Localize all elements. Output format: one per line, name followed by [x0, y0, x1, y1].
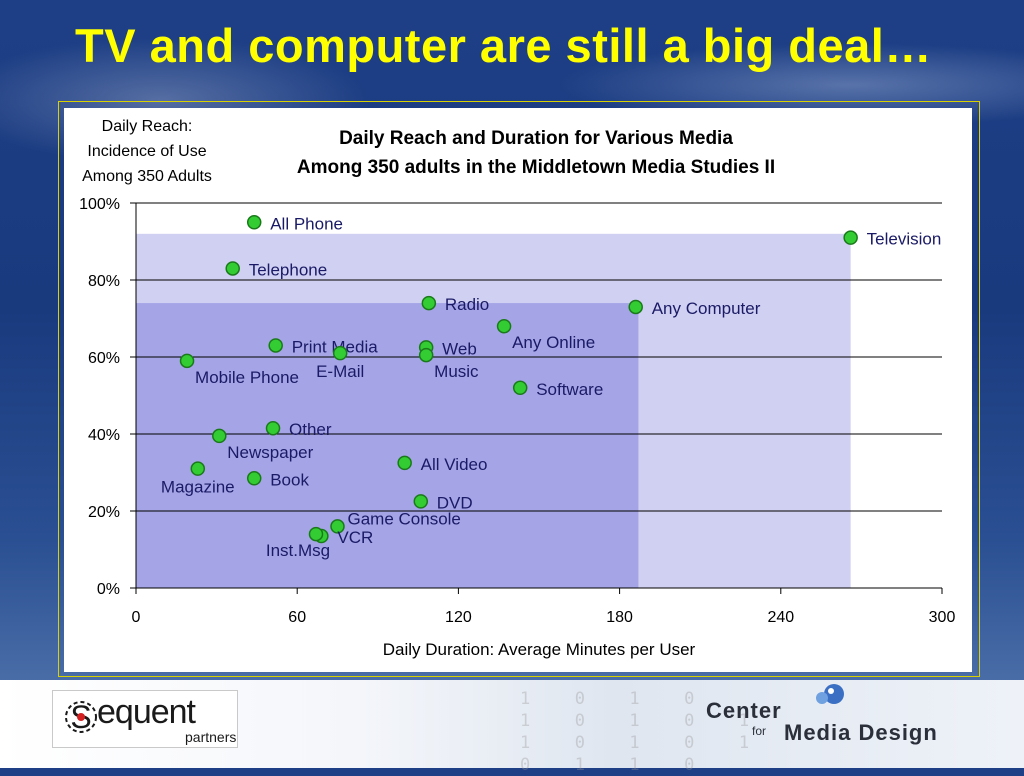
sequent-s-logo-icon: S: [65, 699, 97, 735]
point-label-music: Music: [434, 362, 479, 381]
x-tick-label: 0: [132, 609, 141, 626]
point-all-phone: [246, 215, 262, 230]
y-axis-label-line-3: Among 350 Adults: [82, 168, 212, 185]
y-tick-label: 20%: [88, 504, 120, 521]
x-axis-label: Daily Duration: Average Minutes per User: [383, 640, 696, 659]
point-label-telephone: Telephone: [249, 260, 327, 279]
center-for-media-design-logo: Center for Media Design: [700, 680, 1000, 760]
chart-frame: [58, 101, 980, 677]
point-label-all-video: All Video: [421, 455, 488, 474]
point-label-print-media: Print Media: [292, 337, 379, 356]
grid-lines: [136, 202, 942, 512]
point-book: [246, 471, 262, 486]
x-tick-label: 240: [767, 609, 794, 626]
data-points: All Phone Television Telephone Radio Any Com…: [161, 214, 941, 560]
logo-word: equent: [97, 693, 196, 731]
point-other: [265, 420, 281, 436]
y-tick-label: 40%: [88, 427, 120, 444]
point-label-mobile-phone: Mobile Phone: [195, 368, 299, 387]
point-print-media: [268, 338, 283, 353]
point-magazine: [190, 461, 206, 476]
point-any-computer: [628, 299, 643, 315]
logo-media-design-text: Media Design: [784, 720, 938, 745]
chart-titles: Daily Reach and Duration for Various Med…: [82, 118, 775, 659]
background-regions: [136, 233, 851, 589]
point-label-any-computer: Any Computer: [652, 299, 761, 318]
logo-subword: partners: [185, 729, 237, 745]
chart-title-line-2: Among 350 adults in the Middletown Media…: [297, 157, 775, 178]
shaded-region-2: [136, 303, 639, 588]
point-label-web: Web: [442, 339, 477, 358]
binary-watermark: 1 0 1 0 1 0 1 0 1 1 0 1 0 1 0 1 1 0: [520, 689, 758, 775]
point-label-book: Book: [270, 470, 309, 489]
chart-panel: 0% 20% 40% 60% 80% 100% 0 60 120 180 240 300 All Ph…: [64, 108, 972, 672]
point-radio: [421, 295, 437, 311]
point-label-magazine: Magazine: [161, 478, 235, 497]
y-tick-label: 60%: [88, 350, 120, 367]
point-any-online: [496, 318, 512, 334]
point-label-inst-msg: Inst.Msg: [266, 541, 330, 560]
point-label-any-online: Any Online: [512, 333, 595, 352]
point-label-all-phone: All Phone: [270, 214, 343, 233]
point-label-e-mail: E-Mail: [316, 362, 364, 381]
y-tick-label: 0%: [97, 581, 120, 598]
point-label-software: Software: [536, 380, 603, 399]
point-mobile-phone: [179, 353, 195, 369]
y-axis-label-line-1: Daily Reach:: [102, 118, 193, 135]
x-tick-label: 60: [288, 609, 306, 626]
axes: [135, 203, 942, 589]
tick-labels: 0% 20% 40% 60% 80% 100% 0 60 120 180 240 300: [79, 196, 955, 626]
point-label-game-console: Game Console: [348, 509, 461, 528]
point-label-newspaper: Newspaper: [227, 443, 313, 462]
y-axis-label-line-2: Incidence of Use: [87, 143, 206, 160]
x-tick-label: 120: [445, 609, 472, 626]
point-telephone: [225, 261, 240, 276]
wing-logo-icon: [816, 684, 844, 704]
point-e-mail: [332, 345, 348, 361]
sequent-partners-logo: S equent partners: [52, 690, 238, 748]
point-television: [843, 230, 858, 245]
chart-title-line-1: Daily Reach and Duration for Various Med…: [339, 128, 733, 149]
logo-for-text: for: [752, 724, 767, 738]
point-dvd: [413, 494, 429, 509]
slide-title: TV and computer are still a big deal…: [75, 19, 932, 72]
logo-center-text: Center: [706, 698, 782, 723]
point-label-television: Television: [867, 230, 942, 249]
point-all-video: [397, 455, 412, 471]
scatter-chart: 0% 20% 40% 60% 80% 100% 0 60 120 180 240 300 All Ph…: [79, 118, 955, 659]
point-software: [512, 380, 528, 396]
point-label-radio: Radio: [445, 295, 489, 314]
point-label-dvd: DVD: [437, 493, 473, 512]
x-tick-label: 180: [606, 609, 633, 626]
point-music: [418, 347, 434, 363]
y-tick-label: 100%: [79, 196, 120, 213]
y-tick-label: 80%: [88, 273, 120, 290]
point-game-console: [330, 519, 345, 534]
point-label-other: Other: [289, 420, 332, 439]
point-newspaper: [212, 428, 227, 444]
point-label-vcr: VCR: [337, 528, 373, 547]
x-tick-label: 300: [929, 609, 956, 626]
point-inst-msg: [308, 526, 324, 542]
